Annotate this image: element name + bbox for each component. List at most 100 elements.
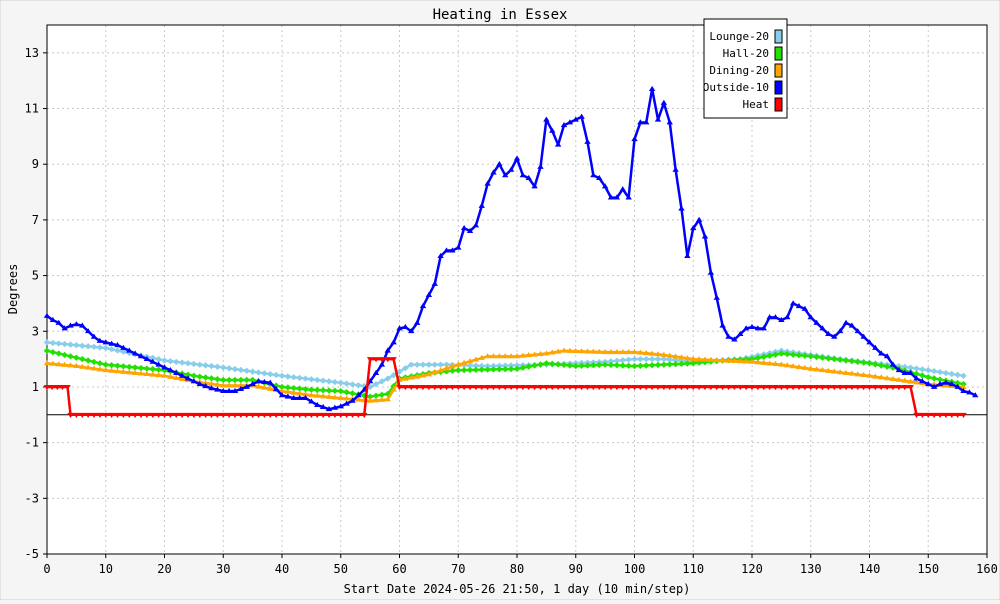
data-point xyxy=(43,312,51,318)
data-point xyxy=(631,385,638,391)
data-point xyxy=(678,385,685,391)
data-point xyxy=(48,385,56,391)
data-point xyxy=(290,384,297,392)
data-point xyxy=(566,347,574,353)
data-point xyxy=(672,166,679,172)
data-point xyxy=(55,319,62,325)
data-point xyxy=(695,356,703,362)
data-point xyxy=(942,369,950,377)
data-point xyxy=(466,385,474,391)
data-point xyxy=(184,371,192,378)
x-tick-label: 140 xyxy=(859,562,881,576)
data-point xyxy=(73,362,80,368)
data-point xyxy=(208,380,215,386)
data-point xyxy=(167,412,174,418)
data-point xyxy=(831,355,838,363)
data-point xyxy=(807,365,814,371)
data-point xyxy=(120,344,127,350)
y-axis-label: Degrees xyxy=(6,264,20,315)
data-point xyxy=(419,361,427,368)
data-point xyxy=(737,385,744,391)
data-point xyxy=(314,401,321,407)
data-point xyxy=(302,394,309,401)
data-point xyxy=(143,355,151,362)
data-point xyxy=(772,351,779,358)
data-point xyxy=(672,360,679,368)
data-point xyxy=(126,412,133,418)
data-point xyxy=(836,328,844,334)
data-point xyxy=(825,367,832,373)
data-point xyxy=(73,354,80,361)
data-point xyxy=(842,385,850,391)
data-point xyxy=(502,172,509,178)
legend-label: Hall-20 xyxy=(723,47,769,60)
data-point xyxy=(778,316,785,323)
data-point xyxy=(143,365,151,372)
data-point xyxy=(795,352,803,359)
data-point xyxy=(366,393,374,400)
legend-swatch xyxy=(774,63,783,78)
data-point xyxy=(443,365,450,371)
data-point xyxy=(519,172,527,178)
data-point xyxy=(137,353,145,359)
data-point xyxy=(261,370,268,377)
data-point xyxy=(302,385,309,393)
data-point xyxy=(872,373,879,379)
data-point xyxy=(754,354,762,362)
data-point xyxy=(942,412,950,418)
data-point xyxy=(572,116,579,122)
data-point xyxy=(801,352,809,359)
data-point xyxy=(619,186,626,192)
data-point xyxy=(278,387,286,394)
data-point xyxy=(748,385,756,391)
data-point xyxy=(390,339,397,345)
data-point xyxy=(255,412,262,418)
data-point xyxy=(449,363,456,369)
data-point xyxy=(772,360,779,367)
data-point xyxy=(114,341,121,348)
data-point xyxy=(378,378,386,385)
data-point xyxy=(831,368,838,374)
data-point xyxy=(795,363,803,370)
data-point xyxy=(413,373,421,379)
data-point xyxy=(878,350,885,356)
data-point xyxy=(519,364,527,371)
data-point xyxy=(619,362,626,369)
data-point xyxy=(114,412,121,418)
series-outside-10 xyxy=(43,85,979,412)
data-point xyxy=(149,412,156,418)
y-tick-label: 9 xyxy=(32,157,39,171)
data-point xyxy=(889,361,897,367)
data-point xyxy=(596,348,603,354)
data-point xyxy=(601,361,609,368)
x-tick-label: 20 xyxy=(157,562,171,576)
data-point xyxy=(619,357,626,364)
data-point xyxy=(490,385,497,391)
data-point xyxy=(343,395,350,401)
data-point xyxy=(848,370,856,376)
data-point xyxy=(402,364,409,372)
data-point xyxy=(637,362,644,369)
data-point xyxy=(766,352,773,359)
data-point xyxy=(255,383,262,389)
data-point xyxy=(631,348,638,355)
data-point xyxy=(954,412,961,418)
data-point xyxy=(713,294,720,300)
data-point xyxy=(801,305,809,311)
data-point xyxy=(948,370,955,378)
data-point xyxy=(137,412,145,418)
data-point xyxy=(184,360,192,367)
data-point xyxy=(55,340,62,347)
data-point xyxy=(108,367,115,373)
y-tick-label: -3 xyxy=(25,491,39,505)
data-point xyxy=(237,376,245,384)
data-point xyxy=(190,412,198,418)
data-point xyxy=(607,194,615,200)
data-point xyxy=(178,375,186,382)
data-point xyxy=(784,362,791,368)
data-point xyxy=(331,404,339,410)
data-point xyxy=(460,359,468,365)
y-tick-label: -5 xyxy=(25,547,39,561)
data-point xyxy=(43,339,51,346)
